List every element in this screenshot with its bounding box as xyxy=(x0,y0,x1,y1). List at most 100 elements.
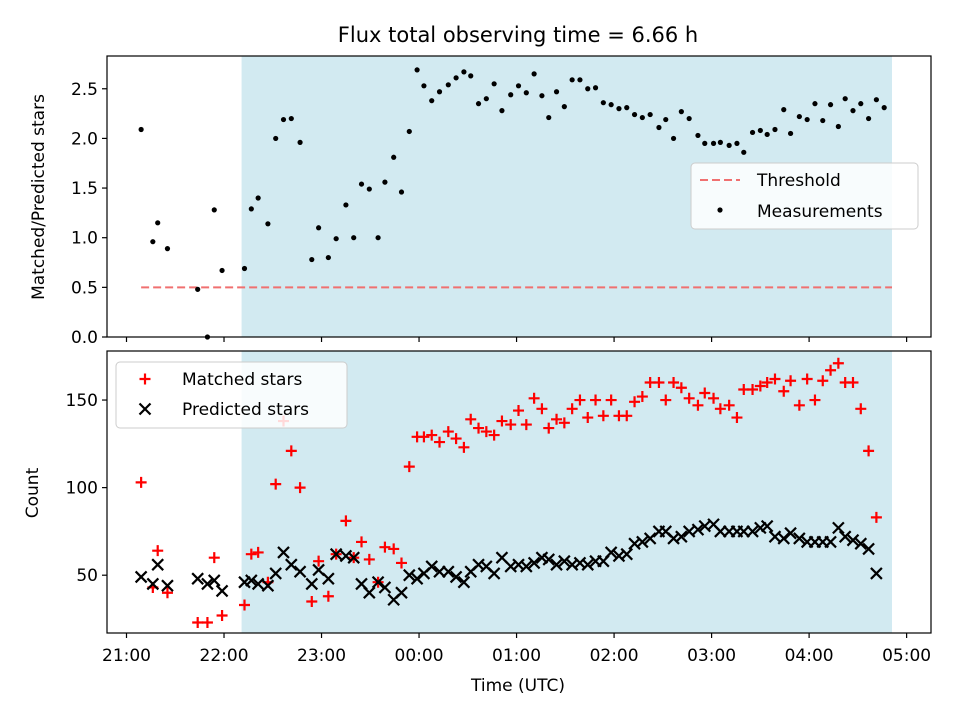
measurements-point xyxy=(398,189,405,195)
predicted-stars-marker xyxy=(378,581,392,594)
measurements-point xyxy=(656,124,662,131)
measurements-point xyxy=(741,149,747,155)
measurements-point xyxy=(138,126,144,133)
measurements-point xyxy=(835,123,841,130)
matched-stars-marker xyxy=(855,403,867,415)
matched-stars-marker xyxy=(714,403,726,415)
predicted-stars-marker xyxy=(604,546,618,559)
matched-stars-marker xyxy=(418,431,430,443)
x-tick-label: 21:00 xyxy=(102,646,151,666)
measurements-point xyxy=(429,98,435,104)
predicted-stars-marker xyxy=(620,547,634,561)
predicted-stars-marker xyxy=(322,572,335,585)
measurements-point xyxy=(592,85,599,91)
measurements-point xyxy=(804,116,810,123)
matched-stars-marker xyxy=(825,364,837,376)
predicted-stars-marker xyxy=(251,577,265,591)
matched-stars-marker xyxy=(817,375,829,387)
predicted-stars-marker xyxy=(636,535,649,549)
measurements-point xyxy=(461,69,467,75)
measurements-point xyxy=(787,130,794,137)
matched-stars-marker xyxy=(135,476,147,488)
bottom-panel: 50 100 150 21:00 22:00 23:00 00:00 01:00 02:00 03… xyxy=(66,350,932,666)
measurements-point xyxy=(881,105,887,111)
matched-stars-marker xyxy=(536,403,548,415)
measurements-point xyxy=(757,127,763,134)
matched-stars-marker xyxy=(313,555,325,567)
predicted-stars-marker xyxy=(261,579,275,592)
y-tick-label: 2.5 xyxy=(71,80,98,100)
predicted-stars-marker xyxy=(777,532,791,545)
predicted-stars-marker xyxy=(134,570,148,584)
matched-stars-marker xyxy=(870,511,882,523)
measurements-point xyxy=(195,286,201,292)
matched-stars-marker xyxy=(306,595,318,607)
x-tick-label: 02:00 xyxy=(590,646,639,666)
predicted-stars-marker xyxy=(329,547,343,561)
matched-stars-marker xyxy=(683,392,695,404)
predicted-stars-marker xyxy=(201,577,214,591)
predicted-stars-marker xyxy=(347,551,360,564)
predicted-stars-marker xyxy=(277,546,290,559)
measurements-point xyxy=(553,89,560,95)
predicted-stars-marker xyxy=(151,558,164,571)
matched-stars-marker xyxy=(699,387,711,399)
matched-stars-marker xyxy=(723,399,735,411)
matched-stars-marker xyxy=(832,357,844,369)
measurements-point xyxy=(734,140,740,146)
measurements-point xyxy=(695,132,701,139)
measurements-point xyxy=(531,71,537,77)
axes-frame xyxy=(106,350,932,634)
matched-stars-marker xyxy=(528,392,540,404)
matched-stars-marker xyxy=(675,382,687,394)
measurements-point xyxy=(391,154,397,160)
matched-stars-marker xyxy=(488,429,500,441)
matched-stars-marker xyxy=(434,436,446,448)
predicted-stars-marker xyxy=(285,558,298,571)
y-tick-label: 50 xyxy=(76,566,98,586)
measurements-point xyxy=(273,135,279,142)
matched-stars-marker xyxy=(388,543,400,555)
measurements-point xyxy=(608,102,614,108)
measurements-point xyxy=(255,195,261,201)
matched-stars-marker xyxy=(582,412,594,424)
predicted-stars-marker xyxy=(457,575,471,589)
predicted-stars-marker xyxy=(191,572,204,585)
y-tick-label: 150 xyxy=(66,391,98,411)
matched-stars-marker xyxy=(238,599,250,611)
predicted-stars-marker xyxy=(691,523,705,536)
matched-stars-marker xyxy=(558,417,570,429)
y-tick-label: 1.5 xyxy=(71,179,98,199)
predicted-stars-marker xyxy=(207,574,221,587)
measurements-point xyxy=(297,139,303,145)
measurements-point xyxy=(772,126,778,133)
measurements-point xyxy=(351,235,357,241)
measurements-point xyxy=(333,236,339,242)
matched-stars-marker xyxy=(442,426,454,438)
predicted-stars-marker xyxy=(838,530,852,543)
predicted-stars-marker xyxy=(395,586,408,599)
y-tick-label: 0.5 xyxy=(71,278,98,298)
measurements-point xyxy=(211,207,217,213)
predicted-stars-marker xyxy=(269,567,282,580)
predicted-stars-marker xyxy=(449,570,463,584)
measurements-point xyxy=(155,220,161,226)
measurements-point xyxy=(850,108,856,114)
legend-measurements-label: Measurements xyxy=(757,202,883,222)
matched-stars-marker xyxy=(208,552,220,564)
measurements-point xyxy=(616,106,622,112)
top-y-axis-label: Matched/Predicted stars xyxy=(29,94,49,300)
measurements-point xyxy=(453,75,459,81)
matched-stars-marker xyxy=(769,373,781,385)
predicted-stars-marker xyxy=(675,530,688,543)
measurements-point xyxy=(820,117,826,124)
matched-stars-marker xyxy=(252,546,264,558)
matched-stars-marker xyxy=(801,373,813,385)
matched-stars-marker xyxy=(216,609,228,621)
measurements-point xyxy=(749,129,756,136)
measurements-point xyxy=(873,97,879,103)
measurements-point xyxy=(523,90,529,96)
predicted-stars-marker xyxy=(520,560,533,573)
measurements-point xyxy=(858,101,864,107)
